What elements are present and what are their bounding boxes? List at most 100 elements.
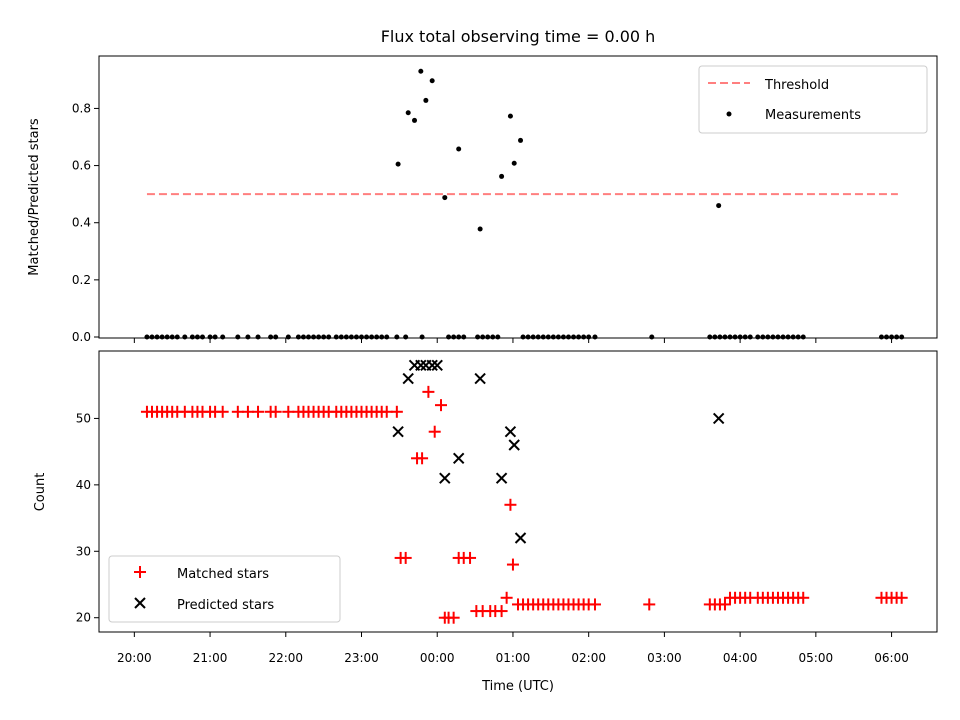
measurement-point	[419, 334, 425, 340]
measurement-point	[456, 146, 462, 152]
matched-star-point	[435, 399, 448, 412]
measurement-point	[353, 334, 359, 340]
top-y-tick-label: 0.2	[72, 273, 91, 287]
x-tick-label: 20:00	[117, 651, 152, 665]
measurement-point	[174, 334, 180, 340]
predicted-star-point	[514, 532, 527, 544]
measurement-point	[446, 334, 452, 340]
measurement-point	[775, 334, 781, 340]
matched-star-point	[252, 405, 265, 418]
measurement-point	[364, 334, 370, 340]
matched-star-point	[643, 598, 656, 611]
measurement-point	[369, 334, 375, 340]
measurement-point	[235, 334, 241, 340]
matched-star-point	[718, 598, 731, 611]
measurement-point	[461, 334, 467, 340]
top-y-axis-label: Matched/Predicted stars	[27, 118, 42, 276]
measurement-point	[707, 334, 713, 340]
predicted-legend-label: Predicted stars	[177, 598, 274, 613]
measurement-point	[384, 334, 390, 340]
matched-star-point	[428, 425, 441, 438]
measurement-point	[722, 334, 728, 340]
x-tick-label: 22:00	[268, 651, 303, 665]
measurement-point	[592, 334, 598, 340]
matched-star-point	[506, 558, 519, 571]
top-y-tick-label: 0.0	[72, 330, 91, 344]
measurement-point	[899, 334, 905, 340]
measurement-point	[727, 334, 733, 340]
measurement-point	[451, 334, 457, 340]
predicted-star-point	[452, 452, 465, 464]
measurement-point	[747, 334, 753, 340]
measurement-point	[485, 334, 491, 340]
measurement-point	[490, 334, 496, 340]
measurement-point	[316, 334, 322, 340]
measurement-point	[571, 334, 577, 340]
matched-legend-swatch	[134, 566, 146, 578]
measurement-point	[581, 334, 587, 340]
measurement-point	[423, 97, 429, 103]
chart-title: Flux total observing time = 0.00 h	[381, 27, 656, 46]
x-tick-label: 03:00	[647, 651, 682, 665]
measurement-point	[511, 160, 517, 166]
bottom-y-tick-label: 20	[76, 611, 91, 625]
top-plot-frame	[98, 55, 938, 339]
measurement-point	[495, 334, 501, 340]
measurement-point	[717, 334, 723, 340]
matched-star-point	[447, 611, 460, 624]
top-chart-panel: 0.00.20.40.60.8 Matched/Predicted stars …	[27, 55, 938, 344]
measurement-point	[164, 334, 170, 340]
measurement-point	[884, 334, 890, 340]
measurement-point	[374, 334, 380, 340]
measurement-point	[379, 334, 385, 340]
matched-star-point	[588, 598, 601, 611]
matched-star-point	[282, 405, 295, 418]
threshold-legend-label: Threshold	[764, 78, 829, 93]
measurement-point	[742, 334, 748, 340]
measurement-point	[540, 334, 546, 340]
measurement-point	[300, 334, 306, 340]
measurement-point	[405, 110, 411, 116]
matched-star-point	[895, 591, 908, 604]
measurement-point	[732, 334, 738, 340]
predicted-star-point	[392, 426, 404, 438]
measurement-point	[456, 334, 462, 340]
measurement-point	[306, 334, 311, 340]
measurement-point	[338, 334, 344, 340]
measurement-point	[273, 334, 279, 340]
measurements-legend-label: Measurements	[765, 108, 861, 123]
top-y-tick-label: 0.6	[72, 159, 91, 173]
measurement-point	[333, 334, 339, 340]
measurement-point	[760, 334, 766, 340]
matched-star-point	[269, 405, 282, 418]
measurement-point	[550, 334, 556, 340]
measurement-point	[565, 334, 571, 340]
measurement-point	[144, 334, 150, 340]
measurement-point	[878, 334, 884, 340]
measurement-point	[285, 334, 291, 340]
measurement-point	[800, 334, 806, 340]
measurement-point	[499, 173, 505, 179]
measurement-point	[649, 334, 655, 340]
predicted-star-point	[431, 359, 443, 371]
matched-star-point	[500, 591, 513, 604]
x-tick-label: 01:00	[496, 651, 531, 665]
measurement-point	[545, 334, 551, 340]
measurement-point	[169, 334, 175, 340]
measurement-point	[475, 334, 481, 340]
matched-star-point	[797, 591, 810, 604]
x-tick-label: 23:00	[344, 651, 379, 665]
measurement-point	[555, 334, 561, 340]
measurement-point	[212, 334, 218, 340]
measurement-point	[418, 68, 424, 74]
measurement-point	[755, 334, 761, 340]
predicted-star-point	[402, 372, 414, 385]
measurement-point	[480, 334, 486, 340]
bottom-legend: Matched stars Predicted stars	[108, 555, 341, 623]
matched-star-point	[231, 405, 244, 418]
measurement-point	[321, 334, 327, 340]
measurement-point	[560, 334, 566, 340]
x-tick-label: 06:00	[874, 651, 909, 665]
predicted-star-point	[504, 426, 517, 438]
bottom-y-tick-label: 50	[76, 411, 91, 425]
